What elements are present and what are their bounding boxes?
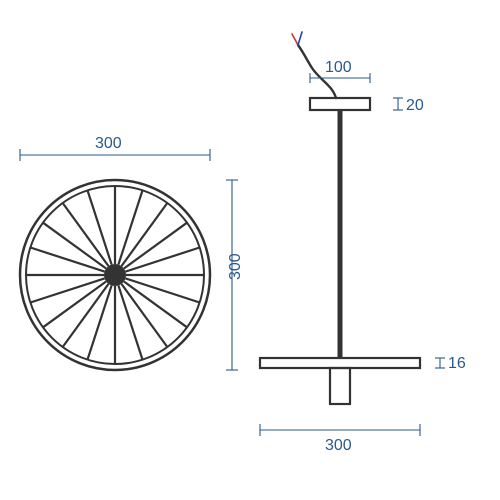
wire-red [292, 34, 298, 45]
dim-shade-height: 16 [435, 355, 466, 372]
dim-wheel-height: 300 [226, 180, 244, 370]
dim-shade-width: 300 [260, 424, 420, 454]
dim-wheel-width: 300 [20, 135, 210, 161]
wheel-hub [104, 264, 126, 286]
dim-canopy-width: 100 [310, 59, 370, 83]
pendant-side-view [260, 32, 420, 404]
dim-wheel-width-label: 300 [95, 135, 122, 152]
dim-shade-width-label: 300 [325, 437, 352, 454]
pendant-shade [260, 358, 420, 368]
lamp-socket [330, 368, 350, 404]
dim-shade-height-label: 16 [448, 355, 466, 372]
technical-drawing: 300 300 100 20 16 300 [0, 0, 500, 500]
dim-canopy-height-label: 20 [406, 97, 424, 114]
wire-blue [298, 32, 302, 45]
dim-canopy-height: 20 [393, 97, 424, 114]
dim-canopy-width-label: 100 [325, 59, 352, 76]
wheel-top-view [20, 180, 210, 370]
dimensions-group: 300 300 100 20 16 300 [20, 59, 466, 454]
dim-wheel-height-label: 300 [227, 253, 244, 280]
pendant-rod [338, 110, 342, 358]
ceiling-canopy [310, 98, 370, 110]
